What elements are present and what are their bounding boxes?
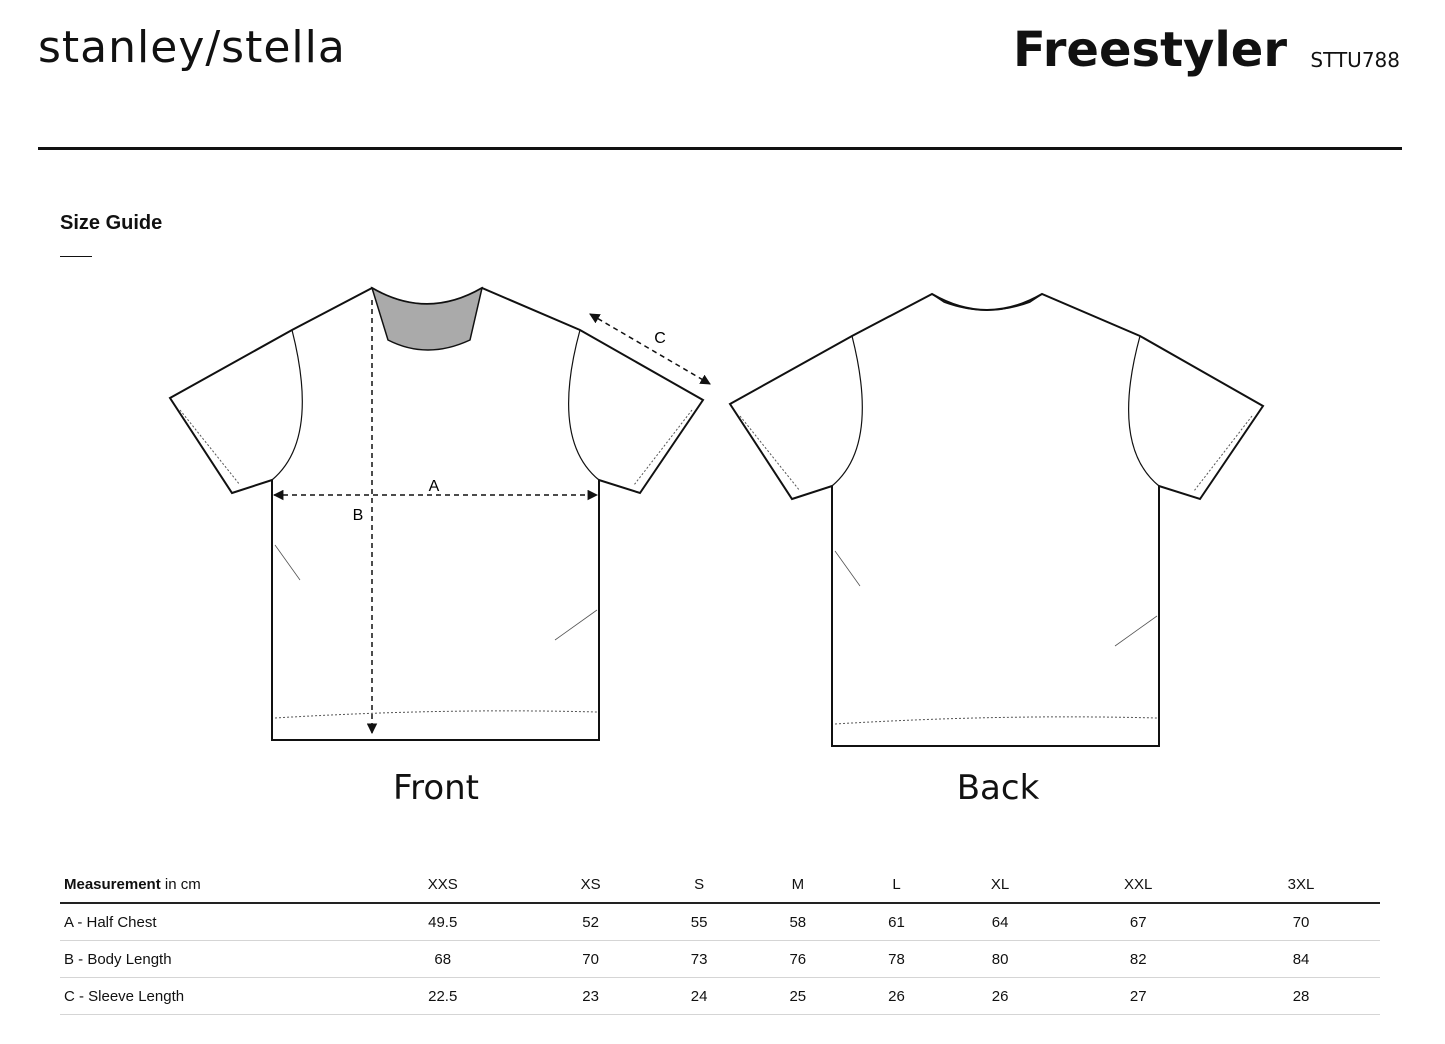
back-label: Back xyxy=(956,768,1040,808)
cell-value: 64 xyxy=(945,903,1055,941)
product-code: STTU788 xyxy=(1310,48,1400,72)
size-header: XS xyxy=(531,866,650,904)
measurement-header: Measurement in cm xyxy=(60,866,354,904)
cell-value: 70 xyxy=(1222,903,1380,941)
cell-value: 25 xyxy=(748,977,848,1015)
cell-value: 84 xyxy=(1222,940,1380,978)
cell-value: 78 xyxy=(847,940,946,978)
table-row: B - Body Length 68 70 73 76 78 80 82 84 xyxy=(60,940,1380,978)
size-header: M xyxy=(748,866,848,904)
section-title: Size Guide xyxy=(60,212,163,234)
table-header-row: Measurement in cm XXS XS S M L XL XXL 3X… xyxy=(60,866,1380,904)
cell-value: 68 xyxy=(354,940,532,978)
back-shirt xyxy=(729,293,1264,747)
cell-value: 61 xyxy=(847,903,946,941)
brand-logo: stanley/stella xyxy=(38,22,346,73)
label-b: B xyxy=(353,507,364,524)
cell-value: 76 xyxy=(748,940,848,978)
cell-value: 73 xyxy=(649,940,749,978)
header-divider xyxy=(38,147,1402,150)
size-header: XXL xyxy=(1054,866,1223,904)
cell-value: 22.5 xyxy=(354,977,532,1015)
table-row: A - Half Chest 49.5 52 55 58 61 64 67 70 xyxy=(60,903,1380,941)
front-label: Front xyxy=(393,768,479,808)
row-label: A - Half Chest xyxy=(60,903,354,941)
label-c: C xyxy=(654,330,666,347)
cell-value: 58 xyxy=(748,903,848,941)
tshirt-diagram: A B C xyxy=(169,286,1264,747)
cell-value: 82 xyxy=(1054,940,1223,978)
cell-value: 23 xyxy=(531,977,650,1015)
size-header: XL xyxy=(945,866,1055,904)
size-header: 3XL xyxy=(1222,866,1380,904)
cell-value: 28 xyxy=(1222,977,1380,1015)
cell-value: 26 xyxy=(847,977,946,1015)
cell-value: 55 xyxy=(649,903,749,941)
size-header: L xyxy=(847,866,946,904)
row-label: B - Body Length xyxy=(60,940,354,978)
size-table: Measurement in cm XXS XS S M L XL XXL 3X… xyxy=(60,866,1380,1015)
row-label: C - Sleeve Length xyxy=(60,977,354,1015)
cell-value: 27 xyxy=(1054,977,1223,1015)
cell-value: 67 xyxy=(1054,903,1223,941)
product-title: Freestyler xyxy=(1013,22,1287,78)
table-row: C - Sleeve Length 22.5 23 24 25 26 26 27 28 xyxy=(60,977,1380,1015)
cell-value: 24 xyxy=(649,977,749,1015)
cell-value: 26 xyxy=(945,977,1055,1015)
cell-value: 70 xyxy=(531,940,650,978)
cell-value: 80 xyxy=(945,940,1055,978)
cell-value: 52 xyxy=(531,903,650,941)
front-shirt xyxy=(169,286,711,741)
size-header: XXS xyxy=(354,866,532,904)
size-header: S xyxy=(649,866,749,904)
section-underline xyxy=(60,256,92,257)
cell-value: 49.5 xyxy=(354,903,532,941)
label-a: A xyxy=(429,478,440,495)
